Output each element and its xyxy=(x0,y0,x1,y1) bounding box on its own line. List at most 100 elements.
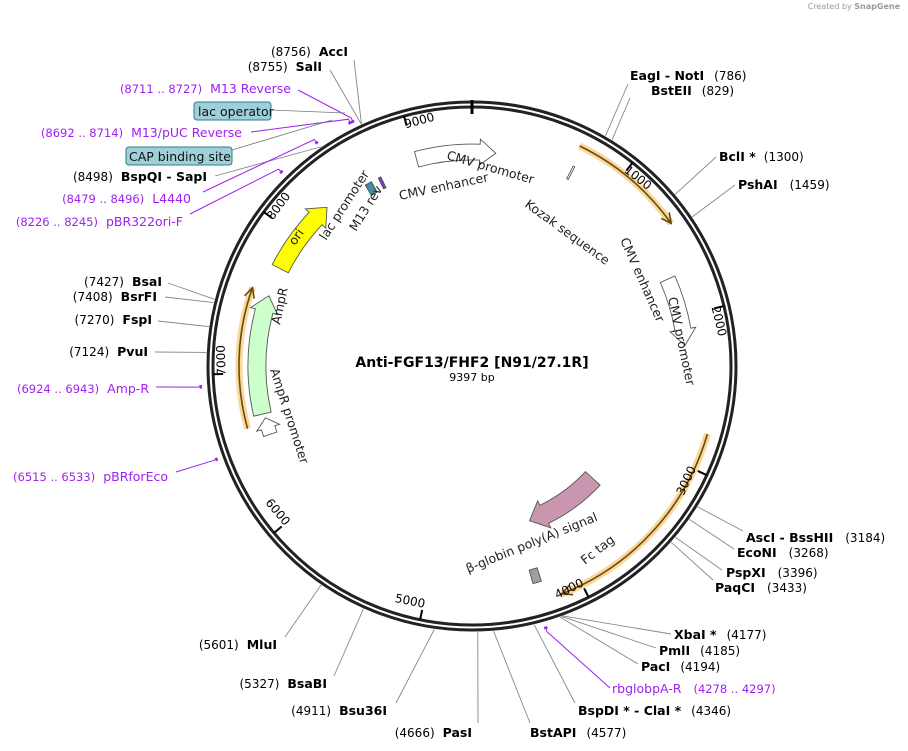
arrowhead-icon xyxy=(660,212,673,225)
leader-line xyxy=(674,156,717,195)
ruler-tick-label: 4000 xyxy=(552,576,586,602)
primer-leader xyxy=(250,118,351,133)
plasmid-length: 9397 bp xyxy=(449,371,494,384)
site-label[interactable]: (7408) BsrFI xyxy=(73,289,157,304)
lac-promoter-feature xyxy=(364,181,378,197)
ruler-tick xyxy=(714,305,725,310)
site-label[interactable]: PshAI (1459) xyxy=(738,177,830,192)
credit-text: Created by xyxy=(807,2,852,11)
ori-feature-arrow xyxy=(271,206,328,274)
leader-line xyxy=(395,629,435,704)
snapgene-credit: Created by SnapGene xyxy=(808,2,900,11)
primer-leader xyxy=(189,168,282,215)
leader-line xyxy=(231,119,333,151)
leader-line xyxy=(562,615,672,635)
orange-feature-arc xyxy=(238,287,254,429)
site-label[interactable]: BstEII (829) xyxy=(651,83,734,98)
ruler-tick-label: 9000 xyxy=(403,110,436,132)
leader-line xyxy=(670,541,714,581)
leader-line xyxy=(157,320,209,328)
cmv-enhancer-2-label: CMV enhancer xyxy=(617,235,668,325)
leader-line xyxy=(689,518,735,550)
primer-label[interactable]: (6515 .. 6533) pBRforEco xyxy=(13,469,168,484)
site-label[interactable]: (4666) PasI xyxy=(395,725,472,740)
primer-label[interactable]: (8479 .. 8496) L4440 xyxy=(62,191,191,206)
lac-operator-label[interactable]: lac operator xyxy=(193,101,346,121)
leader-line xyxy=(167,282,215,300)
leader-line xyxy=(605,83,629,137)
kozak-sequence-feature xyxy=(566,165,576,180)
ruler-tick-label: 3000 xyxy=(673,464,699,498)
site-label[interactable]: (5601) MluI xyxy=(199,637,277,652)
leader-line xyxy=(270,109,346,114)
fc-tag-feature-arrow xyxy=(528,470,601,529)
ruler-tick-label: 5000 xyxy=(394,591,427,611)
leader-line xyxy=(333,608,364,677)
site-label[interactable]: EagI - NotI (786) xyxy=(630,68,746,83)
primer-label[interactable]: (8711 .. 8727) M13 Reverse xyxy=(120,81,291,96)
ruler-tick-label: 7000 xyxy=(214,345,229,376)
leader-line xyxy=(353,59,362,125)
globin-poly-a-signal-feature xyxy=(528,567,542,585)
primer-label[interactable]: (8226 .. 8245) pBR322ori-F xyxy=(16,214,183,229)
site-label[interactable]: PacI (4194) xyxy=(641,659,720,674)
site-label[interactable]: (5327) BsaBI xyxy=(240,676,328,691)
cmv-enhancer-feature-arrow xyxy=(413,138,497,168)
ruler-tick xyxy=(403,115,408,126)
site-label[interactable]: (8756) AccI xyxy=(271,44,348,59)
leader-lines xyxy=(154,59,744,724)
primer-leader xyxy=(175,458,217,473)
site-label[interactable]: BspDI * - ClaI * (4346) xyxy=(578,703,731,718)
ruler-tick xyxy=(625,162,634,172)
primer-leader xyxy=(545,627,611,689)
feature-track xyxy=(235,138,711,598)
site-label[interactable]: (7124) PvuI xyxy=(69,344,148,359)
site-label[interactable]: (8498) BspQI - SapI xyxy=(73,169,207,184)
ruler-tick-label: 2000 xyxy=(709,305,730,338)
ruler-tick xyxy=(273,525,283,534)
site-label[interactable]: PspXI (3396) xyxy=(726,565,818,580)
site-label[interactable]: (7427) BsaI xyxy=(84,274,162,289)
leader-line xyxy=(164,296,214,303)
leader-line xyxy=(611,97,631,141)
ampr-promoter-feature-arrow xyxy=(255,417,281,438)
ruler-tick xyxy=(583,587,590,598)
site-label[interactable]: (7270) FspI xyxy=(75,312,152,327)
leader-line xyxy=(533,624,576,704)
leader-line xyxy=(675,536,723,571)
primer-label[interactable]: rbglobpA-R (4278 .. 4297) xyxy=(612,681,776,696)
arrowhead-icon xyxy=(560,584,574,596)
primer-label[interactable]: (6924 .. 6943) Amp-R xyxy=(17,381,149,396)
orange-feature-arc xyxy=(561,433,709,595)
leader-line xyxy=(697,506,744,532)
primer-mark xyxy=(543,626,548,630)
ruler-tick xyxy=(263,211,273,219)
cmv-enhancer-feature-arrow xyxy=(659,275,697,347)
site-label[interactable]: EcoNI (3268) xyxy=(737,545,829,560)
leader-line xyxy=(284,584,322,638)
ampr-promoter-label: AmpR promoter xyxy=(267,366,312,466)
credit-brand: SnapGene xyxy=(854,2,900,11)
site-label[interactable]: (4911) Bsu36I xyxy=(291,703,387,718)
site-label[interactable]: (8755) SalI xyxy=(248,59,322,74)
site-label[interactable]: BstAPI (4577) xyxy=(530,725,626,740)
primer-leader xyxy=(202,138,318,193)
site-label[interactable]: PmlI (4185) xyxy=(659,643,740,658)
cmv-promoter-2-label: CMV promoter xyxy=(665,296,699,388)
site-label[interactable]: AscI - BssHII (3184) xyxy=(746,530,885,545)
kozak-sequence-label: Kozak sequence xyxy=(522,196,613,268)
lac-operator-text: lac operator xyxy=(198,104,275,119)
ampr-label: AmpR xyxy=(268,286,291,326)
ruler-tick xyxy=(419,609,424,620)
site-label[interactable]: PaqCI (3433) xyxy=(715,580,807,595)
plasmid-name: Anti-FGF13/FHF2 [N91/27.1R] xyxy=(355,355,588,371)
primer-label[interactable]: (8692 .. 8714) M13/pUC Reverse xyxy=(41,125,242,140)
lac-operator-box xyxy=(193,101,272,121)
site-label[interactable]: BclI * (1300) xyxy=(719,149,804,164)
site-label[interactable]: XbaI * (4177) xyxy=(674,627,766,642)
leader-line xyxy=(559,616,639,665)
ampr-feature-arrow xyxy=(247,295,279,417)
cap-binding-site-label[interactable]: CAP binding site xyxy=(125,119,333,166)
fc-tag-label: Fc tag xyxy=(578,532,618,568)
